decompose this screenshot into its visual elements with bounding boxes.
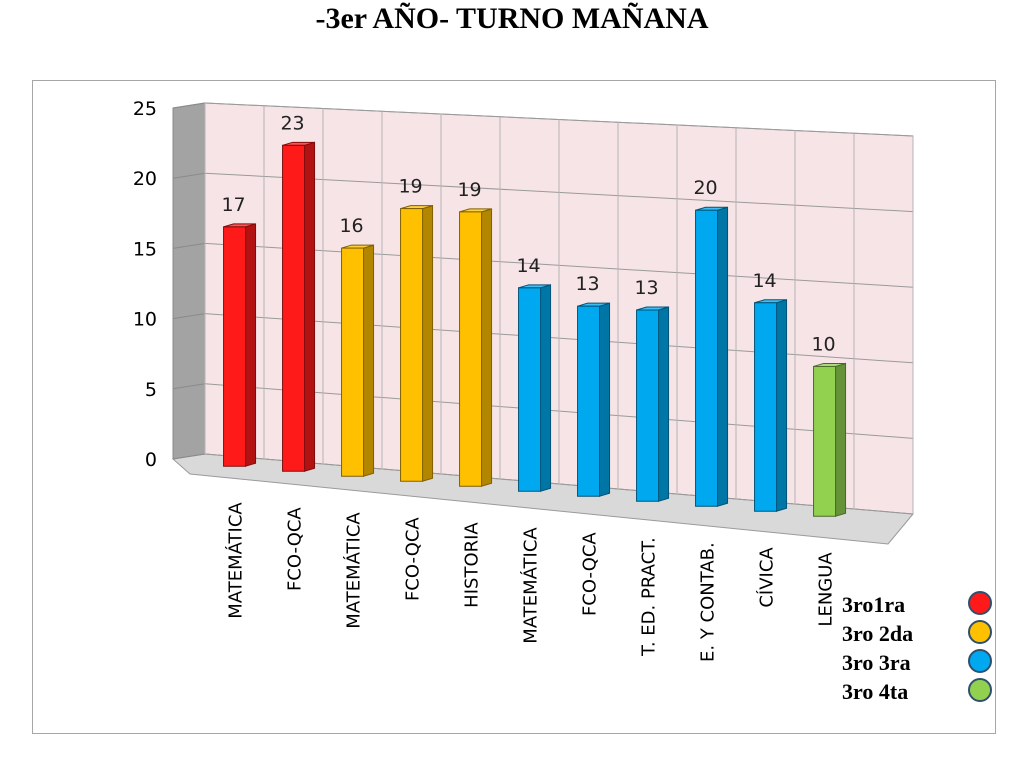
x-tick-label: FCO-QCA xyxy=(403,517,424,601)
legend-swatch-green xyxy=(968,678,992,702)
legend-label: 3ro 3ra xyxy=(842,650,911,675)
bar-side xyxy=(776,299,788,512)
bar xyxy=(636,309,660,502)
data-label: 17 xyxy=(221,194,245,216)
side-gridline xyxy=(172,383,206,390)
data-label: 13 xyxy=(575,273,599,295)
side-gridline xyxy=(172,313,206,320)
bar-side xyxy=(658,306,670,502)
bar xyxy=(518,287,542,492)
x-tick-label: HISTORIA xyxy=(462,522,483,608)
x-tick-label: CÍVICA xyxy=(756,547,778,608)
legend-swatch-yellow xyxy=(968,620,992,644)
x-tick-label: LENGUA xyxy=(816,552,837,627)
bar xyxy=(577,305,601,497)
data-label: 19 xyxy=(457,179,481,201)
legend-item-3ro1ra: 3ro1ra xyxy=(842,590,997,619)
y-tick-label: 5 xyxy=(145,379,157,401)
bar xyxy=(695,209,719,507)
side-gridline xyxy=(172,102,206,109)
legend-label: 3ro1ra xyxy=(842,592,906,617)
x-tick-label: FCO-QCA xyxy=(285,507,306,591)
y-tick-label: 10 xyxy=(133,309,157,331)
side-gridline xyxy=(172,172,206,179)
side-gridline xyxy=(172,242,206,249)
chart-title: -3er AÑO- TURNO MAÑANA xyxy=(315,2,709,35)
data-label: 13 xyxy=(634,277,658,299)
chart-area: 0 5 10 15 20 25 17 MATEMÁTICA 23 FCO-QCA 16 MATEMÁT… xyxy=(32,80,996,734)
bar xyxy=(400,208,424,482)
bar-side xyxy=(422,204,434,482)
bar-chart: 0 5 10 15 20 25 17 MATEMÁTICA 23 FCO-QCA 16 MATEMÁT… xyxy=(133,98,914,662)
y-tick-label: 20 xyxy=(133,168,157,190)
legend: 3ro1ra 3ro 2da 3ro 3ra 3ro 4ta xyxy=(842,590,997,706)
x-tick-label: MATEMÁTICA xyxy=(343,512,365,629)
side-wall xyxy=(172,102,206,460)
bar-side xyxy=(245,223,257,467)
data-label: 19 xyxy=(398,176,422,198)
bar-side xyxy=(540,284,552,492)
legend-label: 3ro 4ta xyxy=(842,679,909,704)
bar xyxy=(754,302,778,512)
data-label: 23 xyxy=(280,112,304,134)
x-tick-label: MATEMÁTICA xyxy=(520,527,542,644)
data-label: 16 xyxy=(339,215,363,237)
legend-item-3ro-3ra: 3ro 3ra xyxy=(842,648,997,677)
legend-item-3ro-2da: 3ro 2da xyxy=(842,619,997,648)
bar xyxy=(459,211,483,487)
bar-side xyxy=(717,206,729,507)
bar-side xyxy=(599,302,611,497)
data-label: 10 xyxy=(811,333,835,355)
x-tick-label: MATEMÁTICA xyxy=(225,502,247,619)
legend-label: 3ro 2da xyxy=(842,621,914,646)
bar-side xyxy=(363,244,375,477)
x-tick-label: FCO-QCA xyxy=(580,532,601,616)
legend-item-3ro-4ta: 3ro 4ta xyxy=(842,677,997,706)
bar-side xyxy=(481,208,493,487)
side-gridline xyxy=(172,453,206,460)
bar-side xyxy=(835,362,847,517)
x-tick-label: T. ED. PRACT. xyxy=(639,537,660,657)
bar xyxy=(282,144,306,472)
bar xyxy=(223,226,247,467)
y-tick-label: 0 xyxy=(145,449,157,471)
data-label: 14 xyxy=(752,270,776,292)
data-label: 14 xyxy=(516,255,540,277)
y-tick-label: 15 xyxy=(133,238,157,260)
legend-swatch-red xyxy=(968,591,992,615)
data-label: 20 xyxy=(693,177,717,199)
bar xyxy=(341,247,365,477)
bar-side xyxy=(304,141,316,472)
x-tick-label: E. Y CONTAB. xyxy=(698,542,719,662)
legend-swatch-blue xyxy=(968,649,992,673)
bar xyxy=(813,365,837,517)
y-tick-label: 25 xyxy=(133,98,157,120)
